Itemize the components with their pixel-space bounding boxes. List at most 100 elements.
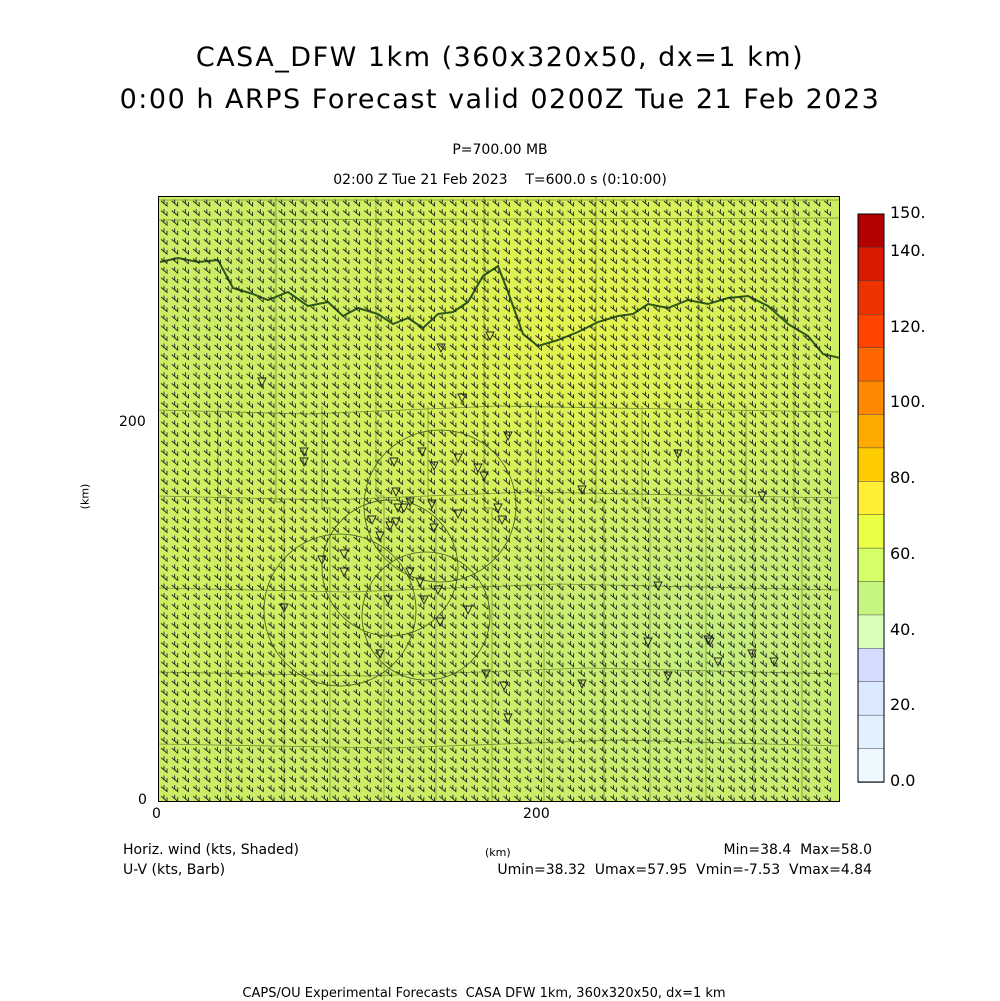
wind-barb [417, 650, 425, 659]
wind-barb [620, 583, 628, 591]
wind-barb [471, 276, 478, 284]
wind-barb [749, 410, 756, 419]
wind-barb [610, 247, 617, 255]
wind-barb [717, 650, 724, 659]
wind-barb [578, 554, 585, 563]
wind-barb [706, 391, 714, 399]
wind-barb [524, 573, 532, 582]
wind-barb [364, 650, 371, 659]
wind-barb [171, 487, 179, 495]
wind-barb [695, 525, 703, 534]
wind-barb [267, 449, 275, 457]
wind-barb [246, 305, 254, 313]
wind-barb [481, 343, 489, 351]
wind-barb [770, 353, 778, 361]
wind-barb [428, 247, 435, 255]
radar-site-icon [577, 485, 587, 496]
colorbar-swatch [857, 547, 885, 583]
wind-barb [331, 314, 339, 323]
wind-barb [610, 727, 617, 735]
wind-barb [674, 477, 682, 486]
wind-barb [545, 516, 553, 524]
wind-barb [246, 372, 254, 380]
wind-barb [524, 737, 532, 745]
wind-barb [331, 257, 339, 265]
wind-barb [160, 257, 168, 265]
wind-barb [642, 276, 649, 284]
radar-site-icon [257, 377, 267, 388]
wind-barb [631, 487, 639, 495]
wind-barb [428, 362, 435, 371]
wind-barb [556, 737, 564, 745]
wind-barb [824, 660, 831, 668]
wind-barb [396, 525, 403, 534]
wind-barb [438, 295, 446, 303]
wind-barb [610, 717, 617, 726]
wind-barb [481, 247, 489, 255]
wind-barb [374, 765, 382, 774]
wind-barb [438, 199, 446, 207]
wind-barb [706, 727, 714, 735]
wind-barb [599, 285, 607, 294]
wind-barb [503, 285, 510, 294]
wind-barb [578, 535, 585, 543]
wind-barb [813, 545, 821, 553]
wind-barb [471, 362, 478, 371]
wind-barb [364, 314, 371, 323]
wind-barb [706, 305, 714, 313]
wind-barb [203, 756, 211, 764]
wind-barb [588, 785, 596, 793]
wind-barb [278, 209, 286, 217]
wind-barb [192, 487, 200, 495]
wind-barb [599, 381, 607, 390]
wind-barb [192, 199, 200, 207]
wind-barb [749, 257, 756, 265]
wind-barb [299, 689, 307, 697]
wind-barb [545, 554, 553, 563]
wind-barb [706, 237, 714, 246]
wind-barb [492, 765, 500, 774]
wind-barb [396, 228, 403, 236]
county-line [158, 739, 840, 749]
wind-barb [160, 410, 168, 419]
wind-barb [770, 228, 778, 236]
wind-barb [759, 545, 767, 553]
wind-barb [471, 295, 478, 303]
wind-barb [706, 525, 714, 534]
wind-barb [214, 257, 221, 265]
wind-barb [364, 506, 371, 515]
wind-barb [299, 468, 307, 476]
wind-barb [171, 237, 179, 246]
wind-barb [738, 737, 746, 745]
wind-barb [406, 314, 414, 323]
wind-barb [374, 449, 382, 457]
wind-barb [449, 468, 457, 476]
wind-barb [182, 343, 189, 351]
wind-barb [610, 708, 617, 716]
wind-barb [513, 218, 521, 227]
wind-barb [342, 708, 350, 716]
wind-barb [192, 631, 200, 639]
wind-barb [545, 477, 553, 486]
wind-barb [171, 458, 179, 467]
wind-barb [396, 305, 403, 313]
wind-barb [492, 218, 500, 227]
wind-barb [385, 698, 393, 707]
wind-barb [503, 410, 510, 419]
wind-barb [652, 689, 660, 697]
wind-barb [695, 708, 703, 716]
wind-barb [631, 372, 639, 380]
wind-barb [802, 621, 810, 630]
wind-barb [792, 612, 799, 620]
wind-barb [781, 612, 789, 620]
wind-barb [182, 641, 189, 649]
wind-barb [652, 199, 660, 207]
wind-barb [535, 266, 542, 275]
wind-barb [235, 362, 243, 371]
wind-barb [160, 401, 168, 409]
wind-barb [567, 218, 575, 227]
wind-barb [652, 449, 660, 457]
radar-site-icon [705, 637, 715, 648]
wind-barb [438, 381, 446, 390]
wind-barb [717, 785, 724, 793]
